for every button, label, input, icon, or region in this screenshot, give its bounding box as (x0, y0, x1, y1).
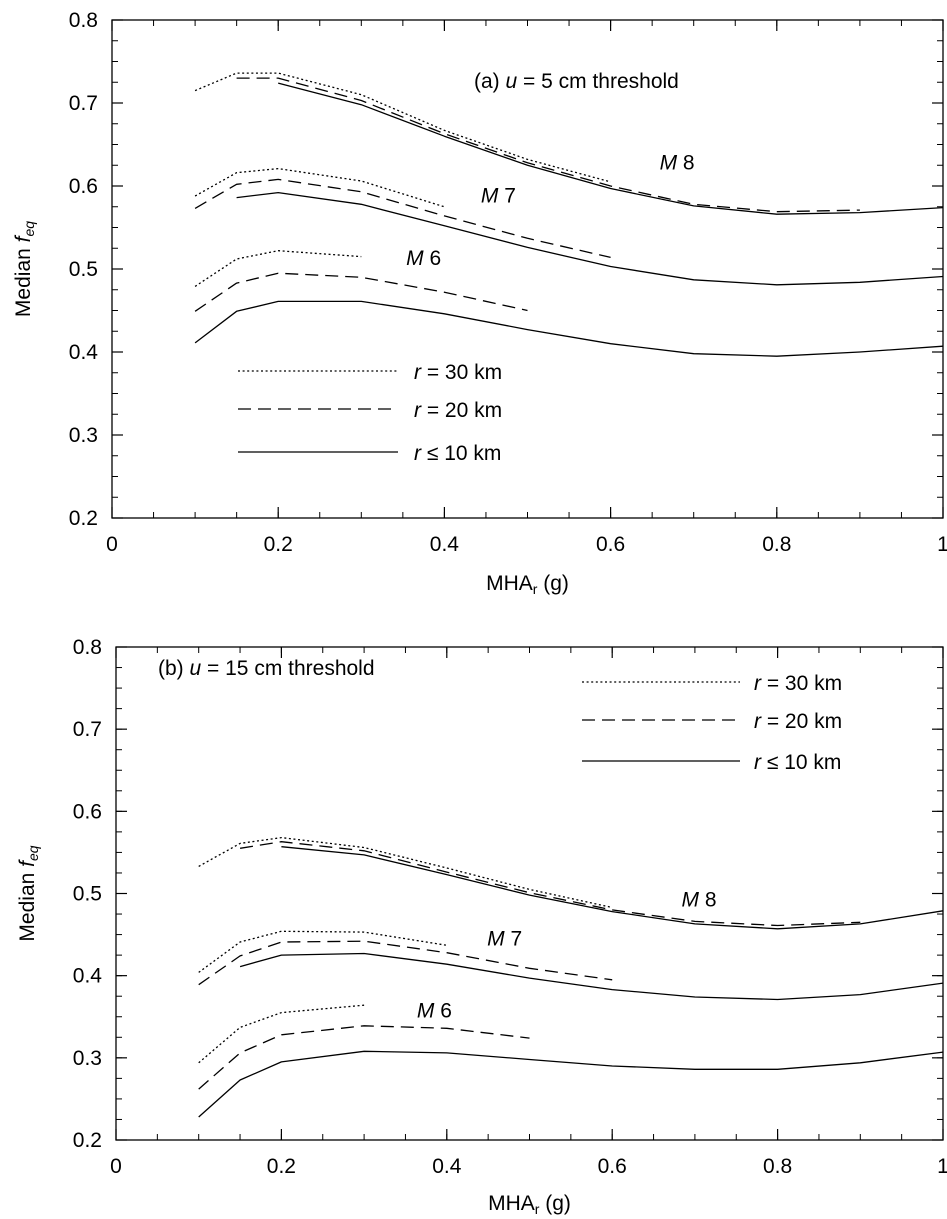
magnitude-label: M 8 (660, 151, 695, 174)
y-tick-label: 0.4 (69, 341, 99, 364)
x-tick-label: 0.2 (267, 1155, 296, 1178)
y-tick-label: 0.2 (69, 507, 98, 530)
series-line-m7-dashed (194, 178, 611, 259)
series-line-m8-dashed (239, 841, 861, 927)
y-tick-label: 0.3 (69, 424, 98, 447)
panel-a-chart: 0 0.2 0.4 0.6 0.8 1 0.2 0.3 0.4 0.5 0.6 0.7 0.8 MHAr … (12, 9, 947, 597)
series-line-m7-solid (239, 952, 944, 1001)
y-tick-label: 0.3 (73, 1047, 102, 1070)
minor-ticks (111, 19, 944, 519)
series-line-m8-dotted (198, 836, 613, 909)
legend-label: r = 20 km (414, 399, 502, 422)
legend-label: r ≤ 10 km (414, 442, 501, 465)
legend-label: r ≤ 10 km (754, 751, 841, 774)
y-tick-label: 0.7 (73, 718, 102, 741)
series-line-m7-solid (236, 191, 944, 286)
magnitude-label: M 7 (481, 185, 516, 208)
y-tick-label: 0.5 (73, 883, 102, 906)
series-line-m8-solid (278, 82, 944, 215)
series-line-m6-dashed (194, 272, 528, 312)
magnitude-label: M 8 (682, 889, 717, 912)
series-line-m7-dotted (198, 930, 447, 973)
x-tick-label: 0 (106, 533, 118, 556)
x-tick-label: 0.2 (264, 533, 293, 556)
x-tick-label: 0.4 (430, 533, 460, 556)
panel-b-chart: 0 0.2 0.4 0.6 0.8 1 0.2 0.3 0.4 0.5 0.6 0.7 0.8 MHAr … (16, 636, 947, 1217)
x-axis-label: MHAr (g) (488, 1192, 571, 1217)
magnitude-label: M 6 (417, 1000, 452, 1023)
series-line-m7-dotted (194, 167, 445, 208)
legend-label: r = 20 km (754, 710, 842, 733)
series-line-m6-dotted (198, 1004, 365, 1064)
magnitude-label: M 7 (487, 927, 522, 950)
series-line-m6-dotted (194, 250, 362, 287)
series-line-m8-solid (281, 846, 944, 930)
y-tick-label: 0.6 (69, 175, 98, 198)
x-tick-label: 0.8 (762, 533, 791, 556)
y-tick-label: 0.4 (73, 965, 103, 988)
y-axis-label: Median feq (16, 845, 41, 941)
series-line-m8-dotted (194, 72, 611, 183)
series-line-m8-dashed (236, 77, 860, 213)
x-tick-label: 0.8 (763, 1155, 792, 1178)
series-line-m6-dashed (198, 1025, 530, 1090)
legend: r = 30 km r = 20 km r ≤ 10 km (238, 361, 502, 465)
legend: r = 30 km r = 20 km r ≤ 10 km (582, 672, 842, 774)
magnitude-label: M 6 (406, 247, 441, 270)
y-tick-label: 0.8 (69, 9, 98, 32)
x-tick-label: 0.6 (598, 1155, 627, 1178)
y-tick-label: 0.6 (73, 800, 102, 823)
x-axis-label: MHAr (g) (486, 572, 569, 597)
series-line-m6-solid (198, 1050, 944, 1118)
plot-frame (111, 19, 944, 519)
x-tick-label: 1 (937, 1155, 947, 1178)
series-line-m7-dashed (198, 940, 613, 986)
x-tick-label: 0.6 (596, 533, 625, 556)
panel-annotation: (b) u = 15 cm threshold (158, 657, 375, 680)
series-line-m6-solid (194, 300, 944, 357)
y-tick-label: 0.5 (69, 258, 98, 281)
x-tick-label: 1 (937, 533, 947, 556)
x-tick-label: 0 (110, 1155, 122, 1178)
x-tick-label: 0.4 (432, 1155, 462, 1178)
y-tick-label: 0.7 (69, 92, 98, 115)
y-tick-label: 0.8 (73, 636, 102, 659)
y-tick-label: 0.2 (73, 1129, 102, 1152)
y-axis-label: Median feq (12, 221, 37, 317)
panel-annotation: (a) u = 5 cm threshold (474, 70, 679, 93)
legend-label: r = 30 km (414, 361, 502, 384)
legend-label: r = 30 km (754, 672, 842, 695)
